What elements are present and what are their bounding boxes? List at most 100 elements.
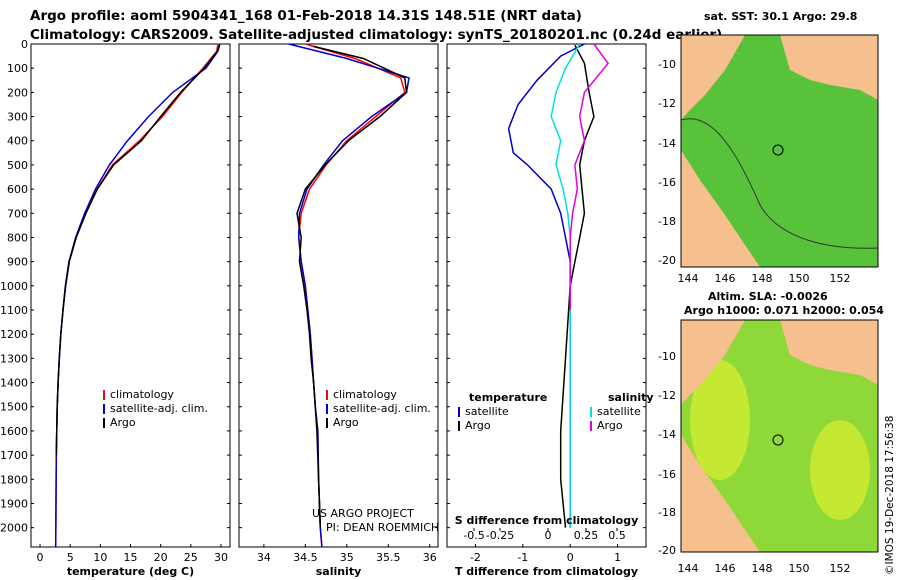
x-tick-label: 0 [567, 551, 574, 564]
sla-map [680, 319, 879, 553]
figure-title-line1: Argo profile: aoml 5904341_168 01-Feb-20… [30, 8, 582, 24]
x-tick-label: 15 [124, 551, 138, 564]
s-axis-label: S difference from climatology [455, 514, 639, 527]
series-line [569, 43, 610, 310]
series-line [54, 43, 219, 548]
sla-map-high [690, 360, 750, 480]
sst-lon-tick: 150 [789, 272, 810, 285]
y-tick-label: 1500 [0, 401, 28, 414]
sst-lon-tick: 152 [830, 272, 851, 285]
sla-map-land-queensland [681, 435, 760, 552]
figure-title-line2: Climatology: CARS2009. Satellite-adjuste… [30, 27, 723, 43]
legend-label: satellite [597, 405, 641, 418]
sla-lat-tick: -20 [658, 544, 676, 557]
sla-lon-tick: 150 [789, 562, 810, 575]
sla-map-land-islands [780, 320, 878, 385]
plot-frame [30, 43, 231, 548]
sla-map-high-2 [810, 420, 870, 520]
x-axis-label: salinity [316, 565, 362, 578]
y-tick-label: 500 [7, 159, 28, 172]
y-tick-label: 400 [7, 135, 28, 148]
y-tick-label: 1600 [0, 425, 28, 438]
sla-map-argo-marker [772, 434, 784, 446]
sla-map-title-line1: Altim. SLA: -0.0026 [708, 290, 828, 303]
legend-title-temperature: temperature [469, 391, 547, 404]
sla-lat-tick: -10 [658, 350, 676, 363]
pi-annotation: PI: DEAN ROEMMICH [326, 521, 439, 534]
sst-map-land-png [681, 35, 745, 120]
x-tick-label: 35 [340, 551, 354, 564]
x-tick-label: 10 [93, 551, 107, 564]
y-tick-label: 800 [7, 231, 28, 244]
s-tick-label: 0.5 [608, 529, 626, 542]
y-tick-label: 1200 [0, 328, 28, 341]
x-tick-label: 36 [423, 551, 437, 564]
legend-label: climatology [333, 388, 397, 401]
y-tick-label: 1400 [0, 377, 28, 390]
series-line [55, 44, 221, 456]
sla-lat-tick: -18 [658, 506, 676, 519]
legend-label: Argo [465, 419, 491, 432]
y-tick-label: 200 [7, 86, 28, 99]
sst-lat-tick: -14 [658, 137, 676, 150]
sst-map-title: sat. SST: 30.1 Argo: 29.8 [704, 10, 858, 23]
sla-lat-tick: -16 [658, 468, 676, 481]
sla-map-frame [680, 319, 879, 553]
sla-lat-tick: -12 [658, 389, 676, 402]
series-line [550, 43, 581, 528]
panel-salinity: 34 34.5 35 35.5 36 salinity [238, 43, 439, 578]
legend-label: Argo [110, 416, 136, 429]
plot-frame [238, 43, 439, 548]
sst-map-land-queensland [681, 150, 760, 267]
x-axis-label: temperature (deg C) [67, 565, 194, 578]
project-annotation: US ARGO PROJECT [312, 507, 414, 520]
sst-lon-tick: 146 [715, 272, 736, 285]
y-tick-label: 1000 [0, 280, 28, 293]
series-line [507, 43, 585, 528]
legend-label: satellite-adj. clim. [110, 402, 208, 415]
x-tick-label: 25 [184, 551, 198, 564]
x-tick-label: -2 [470, 551, 481, 564]
y-tick-label: 900 [7, 256, 28, 269]
x-tick-label: 35.5 [376, 551, 401, 564]
sst-map-frame [680, 34, 879, 268]
sst-lon-tick: 148 [752, 272, 773, 285]
legend-label: Argo [333, 416, 359, 429]
x-axis-label: T difference from climatology [455, 565, 638, 578]
y-tick-label: 1800 [0, 473, 28, 486]
sst-lat-tick: -10 [658, 58, 676, 71]
sla-map-title-line2: Argo h1000: 0.071 h2000: 0.054 [684, 304, 884, 317]
sla-map-land-png [681, 320, 745, 405]
y-tick-label: 2000 [0, 522, 28, 535]
x-tick-label: 34.5 [293, 551, 318, 564]
sst-map-argo-marker [772, 144, 784, 156]
x-tick-label: 34 [257, 551, 271, 564]
sst-map-contour [680, 118, 879, 249]
y-tick-label: 1900 [0, 497, 28, 510]
y-tick-label: 1100 [0, 304, 28, 317]
sst-map-land-islands [780, 35, 878, 100]
legend-label: satellite-adj. clim. [333, 402, 431, 415]
y-tick-label: 600 [7, 183, 28, 196]
s-tick-label: 0.25 [574, 529, 599, 542]
s-tick-label: -0.25 [486, 529, 514, 542]
sla-lat-tick: -14 [658, 428, 676, 441]
sst-map [680, 34, 879, 268]
y-tick-label: 100 [7, 62, 28, 75]
legend-label: satellite [465, 405, 509, 418]
x-tick-label: 5 [67, 551, 74, 564]
x-tick-label: -1 [517, 551, 528, 564]
sla-lon-tick: 144 [678, 562, 699, 575]
legend-title-salinity: salinity [608, 391, 654, 404]
sst-lat-tick: -20 [658, 254, 676, 267]
x-tick-label: 20 [154, 551, 168, 564]
sst-lat-tick: -16 [658, 176, 676, 189]
plot-frame [446, 43, 647, 548]
x-tick-label: 30 [214, 551, 228, 564]
sla-lon-tick: 146 [715, 562, 736, 575]
sst-lat-tick: -18 [658, 215, 676, 228]
series-line [559, 44, 595, 528]
series-line [288, 43, 410, 548]
panel-difference: -2 -1 0 1T difference from climatology [446, 43, 647, 578]
